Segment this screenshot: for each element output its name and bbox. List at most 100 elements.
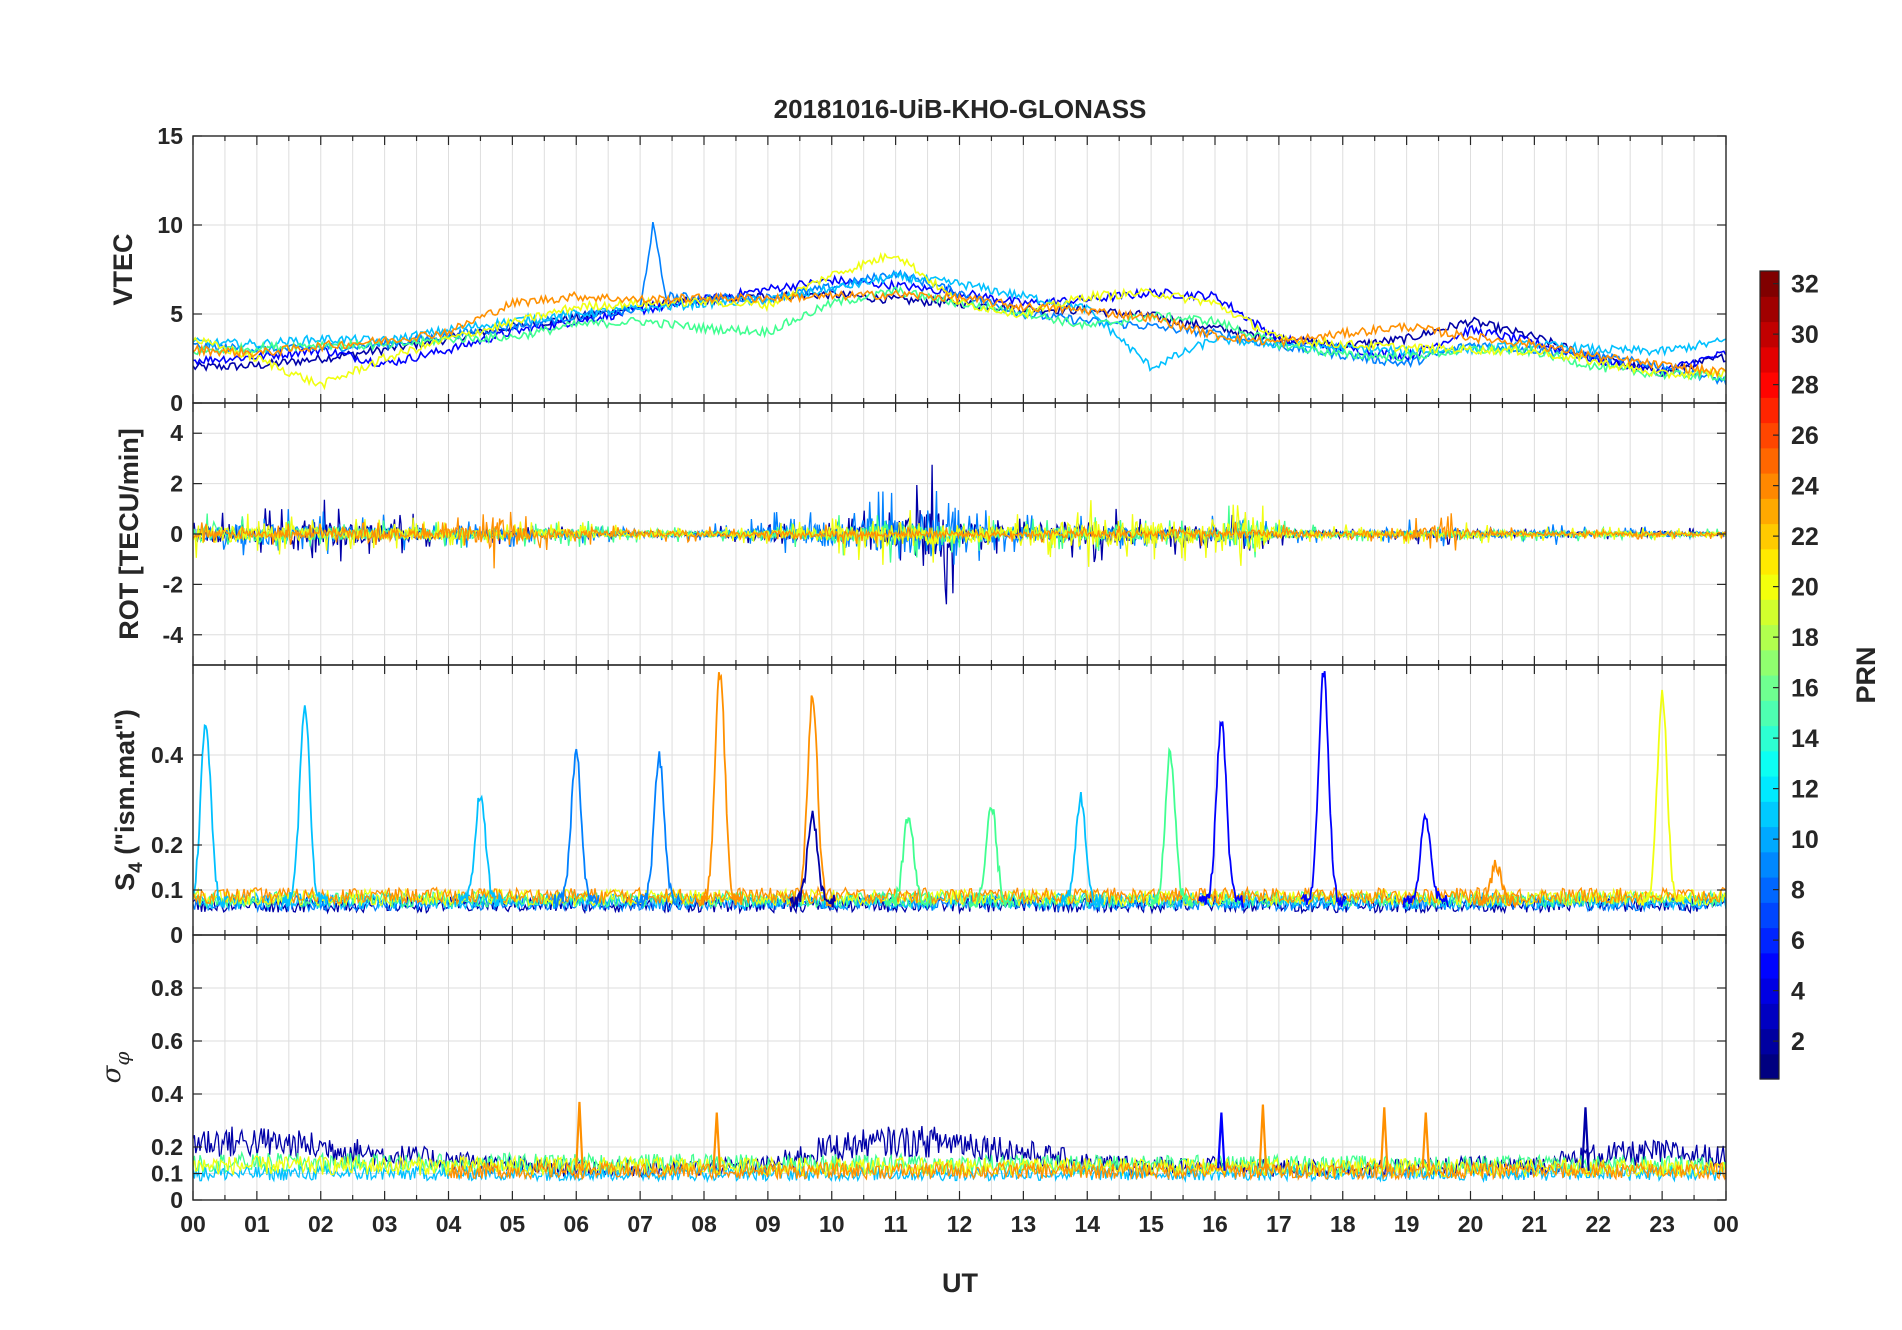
peak-prn-11 bbox=[457, 794, 504, 908]
y-axis-label: S4 ("ism.mat") bbox=[110, 709, 147, 891]
colorbar-segment bbox=[1760, 1053, 1779, 1080]
colorbar-tick-label: 20 bbox=[1791, 574, 1819, 602]
colorbar-segment bbox=[1760, 649, 1779, 676]
x-tick-label: 03 bbox=[372, 1211, 398, 1237]
x-tick-label: 14 bbox=[1074, 1211, 1100, 1237]
colorbar-tick-label: 2 bbox=[1791, 1028, 1805, 1056]
colorbar-tick-label: 4 bbox=[1791, 978, 1805, 1006]
x-tick-label: 12 bbox=[947, 1211, 973, 1237]
y-tick-label: 0.1 bbox=[151, 877, 183, 903]
colorbar-segment bbox=[1760, 574, 1779, 600]
colorbar-tick-label: 12 bbox=[1791, 776, 1819, 804]
y-tick-label: -4 bbox=[163, 622, 184, 648]
spike bbox=[1258, 1104, 1268, 1171]
spike bbox=[1217, 1112, 1226, 1171]
y-tick-label: 2 bbox=[170, 471, 183, 497]
colorbar-segment bbox=[1760, 952, 1779, 979]
peak-prn-8 bbox=[553, 748, 600, 910]
colorbar-tick-label: 10 bbox=[1791, 826, 1819, 854]
colorbar-segment bbox=[1760, 801, 1779, 828]
colorbar-segment bbox=[1760, 498, 1779, 525]
y-tick-label: 0 bbox=[170, 521, 183, 547]
x-tick-label: 01 bbox=[244, 1211, 270, 1237]
x-tick-label: 23 bbox=[1649, 1211, 1675, 1237]
colorbar-segment bbox=[1760, 1003, 1779, 1030]
colorbar-tick-label: 16 bbox=[1791, 675, 1819, 703]
y-tick-label: 0 bbox=[170, 390, 183, 416]
y-tick-label: 0.4 bbox=[151, 1081, 183, 1107]
colorbar-label: PRN bbox=[1851, 646, 1881, 703]
colorbar-segment bbox=[1760, 473, 1779, 499]
peak-prn-15 bbox=[968, 806, 1015, 910]
spike bbox=[1421, 1112, 1431, 1171]
colorbar-tick-label: 14 bbox=[1791, 725, 1819, 753]
baseline-line bbox=[193, 887, 1726, 908]
colorbar-segment bbox=[1760, 978, 1779, 1004]
x-tick-label: 05 bbox=[500, 1211, 526, 1237]
series-line-prn-2 bbox=[193, 1126, 1726, 1180]
colorbar-segment bbox=[1760, 725, 1779, 752]
y-tick-label: 15 bbox=[157, 123, 183, 149]
peak-prn-11 bbox=[281, 705, 328, 908]
x-tick-label: 06 bbox=[563, 1211, 589, 1237]
panel-sigma_phi: 00 01 02 03 04 05 06 07 08 09 10 11 12 13 14 15 16 17 18 19… bbox=[97, 934, 1739, 1237]
y-tick-label: 4 bbox=[170, 420, 183, 446]
colorbar-segment bbox=[1760, 750, 1779, 777]
colorbar-segment bbox=[1760, 321, 1779, 348]
series-line-prn-19 bbox=[193, 251, 1726, 391]
colorbar-segment bbox=[1760, 599, 1779, 626]
x-tick-label: 11 bbox=[883, 1211, 908, 1237]
series-line-prn-23 bbox=[193, 289, 1726, 379]
peak-prn-4 bbox=[1198, 720, 1245, 909]
peak-prn-4 bbox=[1402, 812, 1449, 908]
panel-vtec: 0 5 10 15 VTEC bbox=[108, 123, 1727, 416]
colorbar-segment bbox=[1760, 902, 1779, 929]
y-tick-label: 10 bbox=[157, 212, 183, 238]
colorbar-segment bbox=[1760, 624, 1779, 651]
x-tick-label: 17 bbox=[1266, 1211, 1292, 1237]
colorbar-segment bbox=[1760, 826, 1779, 853]
x-tick-label: 00 bbox=[180, 1211, 206, 1237]
x-tick-label: 21 bbox=[1522, 1211, 1548, 1237]
colorbar-tick-label: 18 bbox=[1791, 624, 1819, 652]
baseline-line bbox=[193, 889, 1726, 910]
peak-prn-11 bbox=[193, 724, 229, 908]
peak-prn-15 bbox=[885, 817, 932, 910]
colorbar-segment bbox=[1760, 422, 1779, 449]
chart-title: 20181016-UiB-KHO-GLONASS bbox=[774, 94, 1147, 124]
y-axis-label: σφ bbox=[97, 1052, 134, 1084]
spike bbox=[575, 1101, 584, 1171]
y-axis-label: ROT [TECU/min] bbox=[114, 428, 144, 639]
colorbar-tick-label: 6 bbox=[1791, 927, 1805, 955]
x-tick-label: 09 bbox=[755, 1211, 781, 1237]
colorbar-tick-label: 32 bbox=[1791, 271, 1819, 299]
colorbar-segment bbox=[1760, 296, 1779, 323]
y-tick-label: 0.2 bbox=[151, 832, 183, 858]
x-tick-label: 19 bbox=[1394, 1211, 1420, 1237]
x-tick-label: 22 bbox=[1585, 1211, 1611, 1237]
colorbar-tick-label: 24 bbox=[1791, 473, 1819, 501]
peak-prn-2 bbox=[789, 810, 836, 908]
peak-prn-15 bbox=[1147, 746, 1194, 910]
y-tick-label: 0.2 bbox=[151, 1134, 183, 1160]
y-tick-label: 0 bbox=[170, 1187, 183, 1213]
series-line-prn-23 bbox=[447, 1160, 1726, 1181]
colorbar-segment bbox=[1760, 346, 1779, 373]
colorbar-tick-label: 30 bbox=[1791, 321, 1819, 349]
x-tick-label: 18 bbox=[1330, 1211, 1356, 1237]
plot-area-rot bbox=[193, 464, 1726, 605]
spike bbox=[1379, 1107, 1389, 1171]
colorbar-tick-label: 22 bbox=[1791, 523, 1819, 551]
y-tick-label: 0.8 bbox=[151, 975, 183, 1001]
colorbar-segment bbox=[1760, 675, 1779, 701]
plot-area-s4 bbox=[193, 671, 1726, 915]
x-tick-label: 02 bbox=[308, 1211, 334, 1237]
peak-prn-8 bbox=[636, 751, 683, 907]
y-tick-label: 0.6 bbox=[151, 1028, 183, 1054]
y-tick-label: 0.1 bbox=[151, 1161, 183, 1187]
colorbar-segment bbox=[1760, 851, 1779, 878]
spike bbox=[1581, 1107, 1590, 1171]
panel-rot: -4 -2 0 2 4 ROT [TECU/min] bbox=[114, 402, 1727, 666]
colorbar-segment bbox=[1760, 372, 1779, 398]
